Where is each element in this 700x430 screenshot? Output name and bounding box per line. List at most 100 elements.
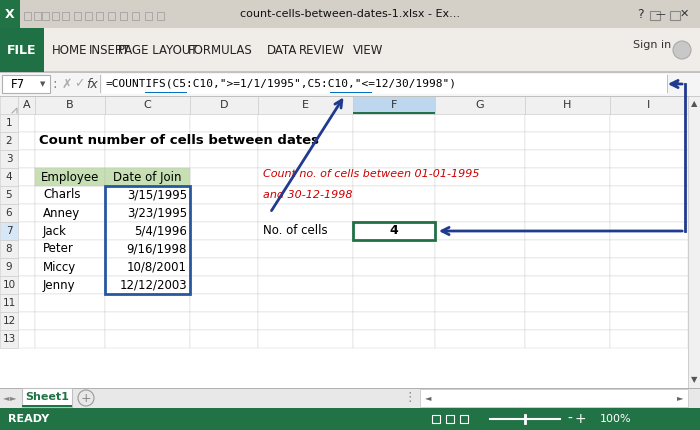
Text: ✓: ✓ — [74, 77, 84, 90]
Bar — [525, 114, 610, 132]
Bar — [190, 168, 258, 186]
Bar — [190, 186, 258, 204]
Circle shape — [673, 41, 691, 59]
Text: A: A — [22, 100, 30, 110]
Text: Anney: Anney — [43, 206, 80, 219]
Bar — [105, 186, 190, 294]
Text: ✗: ✗ — [62, 77, 72, 90]
Text: Charls: Charls — [43, 188, 80, 202]
Bar — [190, 294, 258, 312]
Bar — [190, 96, 258, 114]
Bar — [0, 150, 18, 168]
Bar — [650, 11, 660, 20]
Bar — [688, 96, 700, 388]
Bar — [525, 132, 610, 150]
Bar — [0, 222, 18, 240]
Bar — [0, 388, 700, 389]
Bar — [190, 330, 258, 348]
Text: Miccy: Miccy — [43, 261, 76, 273]
Text: +: + — [80, 391, 91, 405]
Bar — [460, 415, 468, 423]
Bar — [35, 294, 105, 312]
Bar — [18, 240, 35, 258]
Bar — [105, 330, 190, 348]
Text: 3: 3 — [6, 154, 13, 164]
Bar — [258, 150, 353, 168]
Text: 6: 6 — [6, 208, 13, 218]
Bar — [258, 276, 353, 294]
Bar — [105, 186, 190, 204]
Bar — [35, 114, 105, 132]
Bar — [435, 276, 525, 294]
Bar — [610, 312, 688, 330]
Bar — [0, 0, 20, 28]
Bar — [258, 330, 353, 348]
Text: -: - — [568, 412, 573, 426]
Bar — [258, 258, 353, 276]
Bar — [18, 150, 35, 168]
Text: Peter: Peter — [43, 243, 74, 255]
Text: FILE: FILE — [7, 43, 36, 56]
Bar — [0, 72, 700, 73]
Bar — [105, 276, 190, 294]
Text: count-cells-between-dates-1.xlsx - Ex...: count-cells-between-dates-1.xlsx - Ex... — [240, 9, 460, 19]
Text: X: X — [5, 7, 15, 21]
Bar — [157, 12, 164, 20]
Bar — [525, 222, 610, 240]
Bar — [105, 204, 190, 222]
Text: 11: 11 — [2, 298, 15, 308]
Bar — [435, 204, 525, 222]
Text: ▲: ▲ — [691, 99, 697, 108]
Bar — [670, 11, 680, 20]
Bar — [353, 204, 435, 222]
Text: 5/4/1996: 5/4/1996 — [134, 224, 187, 237]
Bar — [610, 114, 688, 132]
Bar — [0, 28, 44, 72]
Bar — [105, 132, 190, 150]
Text: ▼: ▼ — [691, 375, 697, 384]
Bar — [0, 204, 18, 222]
Text: Date of Join: Date of Join — [113, 171, 182, 184]
Text: and 30-12-1998: and 30-12-1998 — [263, 190, 353, 200]
Bar — [435, 96, 525, 114]
Bar — [353, 222, 435, 240]
Bar — [18, 312, 35, 330]
Text: :: : — [52, 77, 57, 91]
Bar — [35, 222, 105, 240]
Bar — [24, 12, 31, 20]
Bar — [330, 92, 372, 93]
Bar — [435, 186, 525, 204]
Bar — [105, 114, 190, 132]
Bar — [432, 415, 440, 423]
Bar — [18, 96, 35, 114]
Bar — [610, 132, 688, 150]
Bar — [258, 294, 353, 312]
Text: F: F — [391, 100, 397, 110]
Bar — [610, 258, 688, 276]
Text: 4: 4 — [390, 224, 398, 237]
Text: E: E — [302, 100, 309, 110]
Text: 7: 7 — [6, 226, 13, 236]
Bar — [0, 0, 700, 28]
Bar — [0, 186, 18, 204]
Bar — [353, 276, 435, 294]
Text: 3/15/1995: 3/15/1995 — [127, 188, 187, 202]
Bar — [0, 72, 700, 96]
Bar — [132, 12, 139, 20]
Bar — [525, 168, 610, 186]
Text: H: H — [564, 100, 572, 110]
Bar — [35, 330, 105, 348]
Bar — [0, 294, 18, 312]
Bar — [0, 240, 18, 258]
Bar — [18, 330, 35, 348]
Bar — [105, 222, 190, 240]
Bar — [610, 330, 688, 348]
Text: HOME: HOME — [52, 43, 88, 56]
Bar — [435, 222, 525, 240]
Bar — [667, 75, 668, 93]
Bar — [42, 12, 49, 20]
Bar — [525, 240, 610, 258]
Text: ◄: ◄ — [425, 393, 431, 402]
Text: FORMULAS: FORMULAS — [188, 43, 253, 56]
Text: VIEW: VIEW — [353, 43, 383, 56]
